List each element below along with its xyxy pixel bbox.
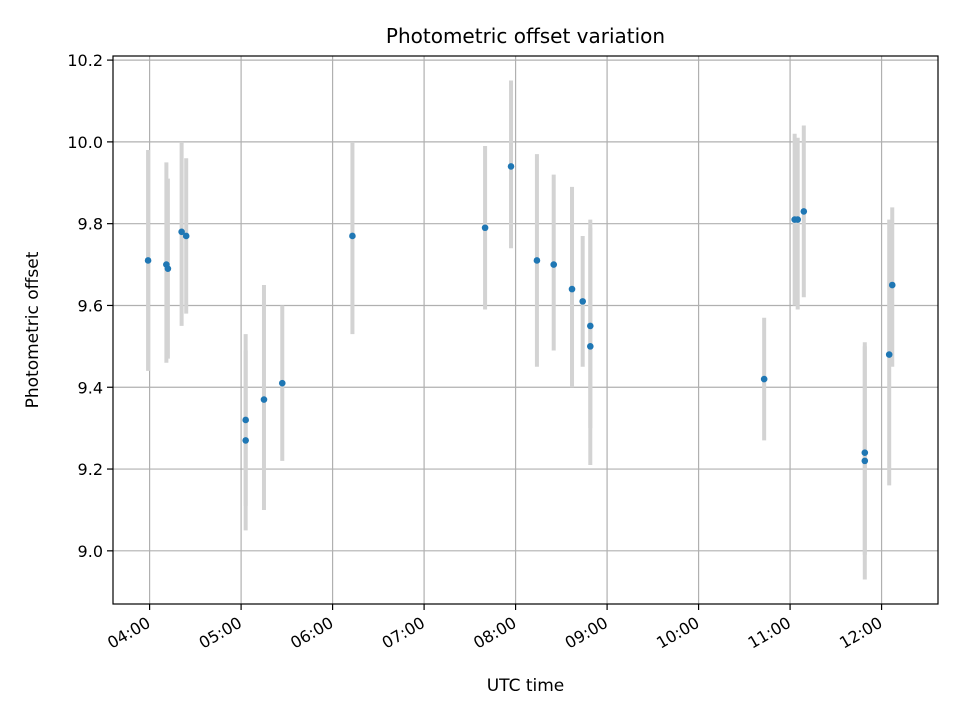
x-tick-label: 12:00 [836, 613, 885, 653]
y-tick-label: 9.8 [78, 215, 103, 234]
data-point [885, 351, 893, 358]
data-point [242, 437, 249, 444]
y-tick-label: 10.0 [67, 133, 103, 152]
data-point [579, 298, 586, 305]
x-tick-label: 06:00 [287, 613, 336, 653]
data-point [568, 285, 576, 293]
data-point [178, 228, 185, 236]
plot-frame [112, 55, 939, 605]
x-tick-label: 08:00 [470, 613, 519, 653]
x-tick-label: 04:00 [104, 613, 153, 653]
error-bars [146, 80, 895, 580]
x-tick-label: 10:00 [653, 613, 702, 653]
chart-title: Photometric offset variation [386, 24, 665, 48]
data-point [481, 224, 489, 232]
x-tick-label: 05:00 [196, 613, 245, 653]
data-points [144, 163, 896, 465]
data-point [861, 457, 869, 465]
data-point [794, 216, 802, 223]
data-point [587, 322, 594, 330]
data-point [861, 449, 869, 456]
x-tick-label: 11:00 [745, 613, 794, 653]
y-axis-label: Photometric offset [23, 251, 43, 408]
y-tick-label: 9.6 [78, 296, 103, 315]
data-point [260, 396, 268, 403]
data-point [164, 265, 172, 272]
x-tick-label: 09:00 [562, 613, 611, 653]
y-tick-label: 9.0 [78, 542, 103, 561]
data-point [533, 257, 541, 264]
data-point [888, 281, 896, 289]
y-tick-label: 10.2 [67, 51, 103, 70]
x-tick-label: 07:00 [379, 613, 428, 653]
data-point [587, 343, 594, 350]
data-point [144, 257, 152, 264]
x-axis-label: UTC time [487, 676, 565, 696]
x-axis-ticks: 04:00 05:00 06:00 07:00 08:00 09:00 10:00 11:00… [104, 604, 886, 653]
data-point [507, 163, 515, 170]
data-point [800, 208, 808, 215]
data-point [242, 416, 249, 424]
data-point [550, 261, 558, 268]
grid [113, 56, 938, 604]
y-tick-label: 9.4 [78, 378, 103, 397]
y-tick-label: 9.2 [78, 460, 103, 479]
data-point [278, 379, 286, 387]
data-point [349, 232, 356, 240]
y-axis-ticks: 9.0 9.2 9.4 9.6 9.8 10.0 10.2 [67, 51, 113, 561]
data-point [182, 232, 190, 240]
data-point [760, 375, 768, 383]
